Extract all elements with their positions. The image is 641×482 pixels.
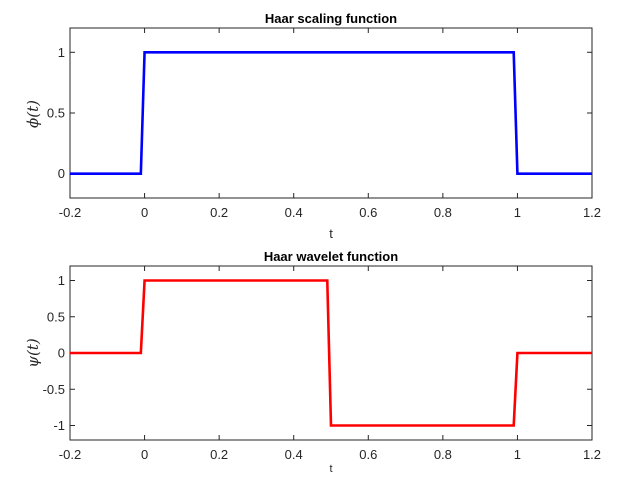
wavelet-function-x-tick-label: 0.6 xyxy=(359,447,377,462)
scaling-function-x-tick-label: 0.6 xyxy=(359,205,377,220)
wavelet-function-y-axis-label: ψ(t) xyxy=(24,338,42,368)
wavelet-function-y-tick-label: -0.5 xyxy=(43,382,65,397)
wavelet-function-x-tick-label: 0.2 xyxy=(210,447,228,462)
wavelet-function-title: Haar wavelet function xyxy=(264,249,398,264)
scaling-function-x-tick-label: 1 xyxy=(514,205,521,220)
wavelet-function-y-tick-label: 0.5 xyxy=(47,309,65,324)
scaling-function-y-axis-label: ϕ(t) xyxy=(24,100,42,128)
wavelet-function-x-tick-label: 1 xyxy=(514,447,521,462)
wavelet-function-axes: Haar wavelet function t ψ(t) -0.2 0 0.2 0.4… xyxy=(24,249,601,475)
scaling-function-y-tick-label: 1 xyxy=(58,45,65,60)
wavelet-function-y-tick-label: 1 xyxy=(58,273,65,288)
wavelet-function-ticks: -0.2 0 0.2 0.4 0.6 0.8 1 1.2 -1 -0.5 0 0.5 1 xyxy=(43,266,601,462)
scaling-function-x-axis-label: t xyxy=(329,226,333,241)
wavelet-function-x-tick-label: 0.8 xyxy=(434,447,452,462)
wavelet-function-series xyxy=(70,279,592,427)
scaling-function-x-tick-label: -0.2 xyxy=(59,205,81,220)
scaling-function-x-tick-label: 0.8 xyxy=(434,205,452,220)
scaling-function-title: Haar scaling function xyxy=(265,11,397,26)
scaling-function-x-tick-label: 0.4 xyxy=(285,205,303,220)
scaling-function-ticks: -0.2 0 0.2 0.4 0.6 0.8 1 1.2 0 0.5 1 xyxy=(47,28,601,220)
scaling-function-series xyxy=(70,50,592,176)
scaling-function-x-tick-label: 1.2 xyxy=(583,205,601,220)
scaling-function-x-tick-label: 0.2 xyxy=(210,205,228,220)
scaling-function-y-tick-label: 0 xyxy=(58,166,65,181)
wavelet-function-x-tick-label: -0.2 xyxy=(59,447,81,462)
scaling-function-line xyxy=(70,50,592,176)
wavelet-function-y-tick-label: 0 xyxy=(58,346,65,361)
wavelet-function-y-tick-label: -1 xyxy=(53,418,65,433)
scaling-function-axes: Haar scaling function t ϕ(t) -0.2 0 0.2 0.4… xyxy=(24,11,601,241)
scaling-function-x-tick-label: 0 xyxy=(141,205,148,220)
wavelet-function-line xyxy=(70,279,592,427)
wavelet-function-x-tick-label: 1.2 xyxy=(583,447,601,462)
wavelet-function-x-axis-label: t xyxy=(329,463,332,475)
scaling-function-y-tick-label: 0.5 xyxy=(47,106,65,121)
wavelet-function-x-tick-label: 0.4 xyxy=(285,447,303,462)
scaling-function-plot-frame xyxy=(69,27,593,199)
wavelet-function-x-tick-label: 0 xyxy=(141,447,148,462)
